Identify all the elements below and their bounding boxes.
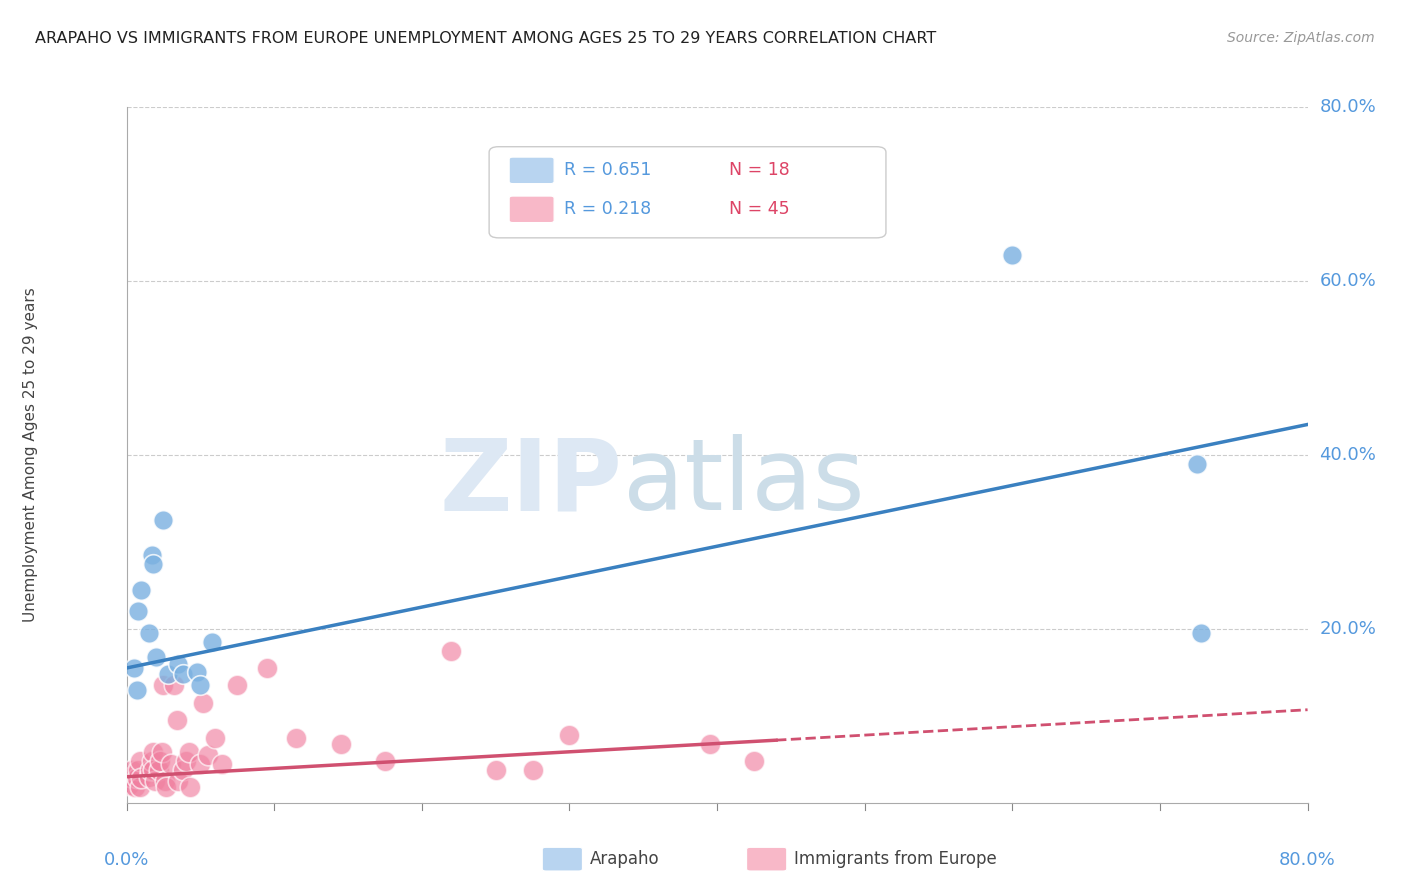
Text: 20.0%: 20.0% bbox=[1319, 620, 1376, 638]
Text: N = 18: N = 18 bbox=[728, 161, 790, 179]
Point bbox=[141, 548, 163, 562]
Point bbox=[179, 780, 201, 794]
Text: 60.0%: 60.0% bbox=[1319, 272, 1376, 290]
Point bbox=[156, 667, 179, 681]
Point bbox=[120, 770, 142, 784]
Text: Arapaho: Arapaho bbox=[589, 850, 659, 868]
Text: 40.0%: 40.0% bbox=[1319, 446, 1376, 464]
Text: Unemployment Among Ages 25 to 29 years: Unemployment Among Ages 25 to 29 years bbox=[22, 287, 38, 623]
Text: Immigrants from Europe: Immigrants from Europe bbox=[794, 850, 997, 868]
Point bbox=[125, 682, 148, 697]
Text: N = 45: N = 45 bbox=[728, 201, 790, 219]
Point bbox=[143, 774, 166, 789]
Point bbox=[122, 661, 145, 675]
Point bbox=[1185, 457, 1208, 471]
Point bbox=[329, 737, 352, 751]
Point bbox=[138, 626, 160, 640]
Point bbox=[172, 667, 194, 681]
Point bbox=[186, 665, 208, 680]
Text: atlas: atlas bbox=[623, 434, 865, 532]
Text: ARAPAHO VS IMMIGRANTS FROM EUROPE UNEMPLOYMENT AMONG AGES 25 TO 29 YEARS CORRELA: ARAPAHO VS IMMIGRANTS FROM EUROPE UNEMPL… bbox=[35, 31, 936, 46]
FancyBboxPatch shape bbox=[543, 847, 582, 871]
Point bbox=[163, 678, 186, 692]
Point bbox=[193, 696, 215, 710]
Text: R = 0.651: R = 0.651 bbox=[564, 161, 651, 179]
Point bbox=[121, 763, 143, 777]
FancyBboxPatch shape bbox=[509, 196, 554, 222]
Point bbox=[558, 728, 581, 742]
Point bbox=[127, 605, 149, 619]
Point bbox=[256, 661, 278, 675]
Point bbox=[128, 780, 150, 794]
Point bbox=[172, 763, 194, 777]
Point bbox=[188, 678, 211, 692]
Point bbox=[211, 756, 233, 771]
Point bbox=[167, 657, 190, 671]
Point bbox=[285, 731, 308, 745]
Point bbox=[374, 754, 396, 768]
Point bbox=[118, 778, 141, 792]
Point bbox=[159, 756, 183, 771]
Point bbox=[138, 770, 160, 784]
Text: R = 0.218: R = 0.218 bbox=[564, 201, 651, 219]
Point bbox=[142, 745, 165, 759]
Point bbox=[128, 754, 150, 768]
Text: ZIP: ZIP bbox=[440, 434, 623, 532]
Point bbox=[152, 513, 174, 527]
Text: 80.0%: 80.0% bbox=[1319, 98, 1376, 116]
Point bbox=[197, 747, 219, 762]
Point bbox=[129, 772, 153, 786]
Point bbox=[129, 582, 153, 597]
Point bbox=[155, 780, 177, 794]
Point bbox=[150, 745, 173, 759]
Point bbox=[167, 774, 190, 789]
Point bbox=[141, 754, 163, 768]
Point bbox=[153, 774, 176, 789]
Point bbox=[127, 763, 149, 777]
Point bbox=[152, 678, 174, 692]
FancyBboxPatch shape bbox=[747, 847, 787, 871]
Point bbox=[1189, 626, 1212, 640]
Point bbox=[484, 763, 508, 777]
Text: 80.0%: 80.0% bbox=[1279, 851, 1336, 869]
Point bbox=[149, 754, 172, 768]
Point bbox=[177, 745, 200, 759]
Point bbox=[699, 737, 721, 751]
Point bbox=[226, 678, 249, 692]
Text: Source: ZipAtlas.com: Source: ZipAtlas.com bbox=[1227, 31, 1375, 45]
Point bbox=[125, 772, 148, 786]
FancyBboxPatch shape bbox=[489, 146, 886, 238]
Point bbox=[174, 754, 197, 768]
FancyBboxPatch shape bbox=[509, 157, 554, 184]
Point bbox=[148, 763, 170, 777]
Point bbox=[142, 763, 165, 777]
Text: 0.0%: 0.0% bbox=[104, 851, 149, 869]
Point bbox=[166, 713, 188, 727]
Point bbox=[522, 763, 544, 777]
Point bbox=[1001, 248, 1024, 262]
Point bbox=[204, 731, 226, 745]
Point bbox=[742, 754, 765, 768]
Point bbox=[145, 649, 167, 664]
Point bbox=[124, 780, 146, 794]
Point bbox=[440, 643, 463, 657]
Point bbox=[201, 635, 224, 649]
Point bbox=[142, 557, 165, 571]
Point bbox=[139, 763, 162, 777]
Point bbox=[188, 756, 211, 771]
